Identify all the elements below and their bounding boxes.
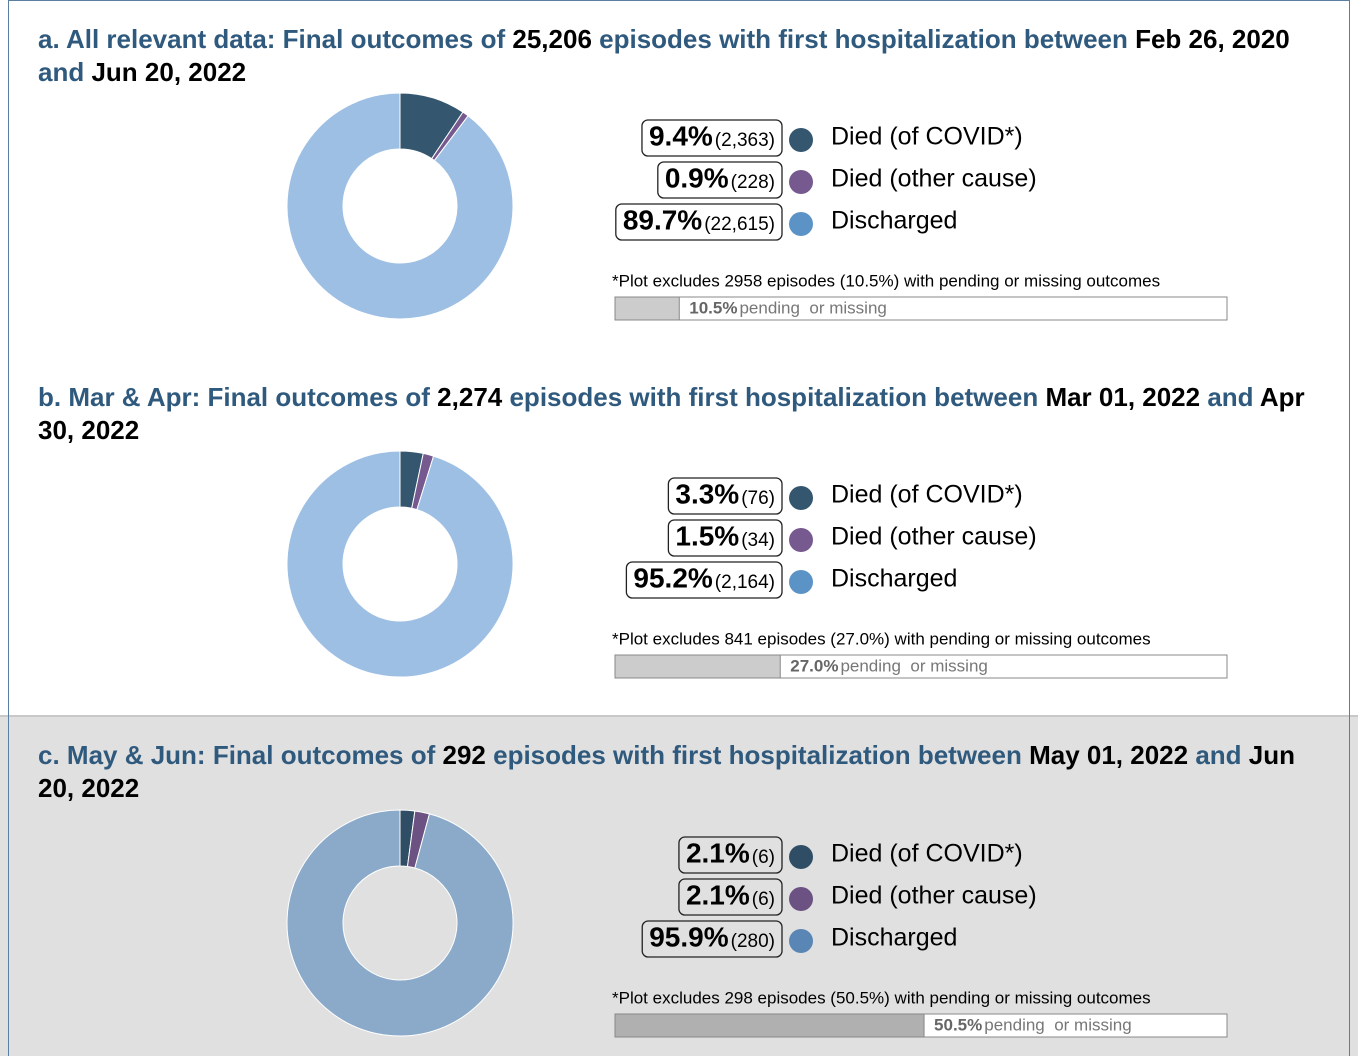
pending-bar	[614, 1013, 925, 1038]
section-chart: (76)3.3% Died (of COVID*) (34)1.5% Died (ot…	[286, 450, 1228, 679]
legend-dot	[789, 929, 813, 953]
legend-count: (22,615)	[704, 214, 775, 235]
legend-count: (34)	[741, 530, 775, 551]
section: c. May & Jun: Final outcomes of 292 epis…	[0, 715, 1358, 1056]
note: *Plot excludes 298 episodes (50.5%) with…	[612, 988, 1151, 1007]
legend-dot	[789, 887, 813, 911]
legend-label: Died (other cause)	[831, 882, 1037, 910]
section: a. All relevant data: Final outcomes of …	[0, 0, 1358, 358]
pending-text: pending or missing	[840, 656, 987, 675]
legend-percent: 95.2%	[633, 562, 712, 593]
legend-dot	[789, 845, 813, 869]
legend-label: Died (of COVID*)	[831, 123, 1023, 151]
legend-label: Died (of COVID*)	[831, 481, 1023, 509]
pending-text: pending or missing	[984, 1015, 1131, 1034]
donut-slice	[286, 450, 514, 678]
legend-percent: 3.3%	[675, 478, 739, 509]
legend-percent: 1.5%	[675, 520, 739, 551]
legend-percent: 2.1%	[686, 837, 750, 868]
legend-label: Discharged	[831, 565, 957, 593]
legend-count: (6)	[752, 847, 775, 868]
legend-dot	[789, 486, 813, 510]
legend-percent: 2.1%	[686, 879, 750, 910]
legend-label: Discharged	[831, 207, 957, 235]
donut-slice	[286, 809, 514, 1037]
legend-label: Died (other cause)	[831, 523, 1037, 551]
section-chart: (6)2.1% Died (of COVID*) (6)2.1% Died (othe…	[286, 809, 1228, 1038]
legend-percent: 9.4%	[649, 120, 713, 151]
legend-dot	[789, 170, 813, 194]
legend-percent: 95.9%	[649, 921, 728, 952]
legend-dot	[789, 570, 813, 594]
legend-percent: 0.9%	[665, 162, 729, 193]
legend-count: (76)	[741, 488, 775, 509]
section: b. Mar & Apr: Final outcomes of 2,274 ep…	[0, 358, 1358, 715]
legend-count: (280)	[731, 931, 775, 952]
legend-label: Died (other cause)	[831, 165, 1037, 193]
legend-dot	[789, 128, 813, 152]
legend-percent: 89.7%	[623, 204, 702, 235]
legend-dot	[789, 212, 813, 236]
note: *Plot excludes 2958 episodes (10.5%) wit…	[612, 271, 1160, 290]
pending-percent: 50.5%	[934, 1015, 982, 1034]
section-chart: (2,363)9.4% Died (of COVID*) (228)0.9% Died…	[286, 92, 1228, 321]
legend-count: (2,363)	[715, 130, 775, 151]
legend-label: Discharged	[831, 924, 957, 952]
note: *Plot excludes 841 episodes (27.0%) with…	[612, 629, 1151, 648]
legend-count: (6)	[752, 889, 775, 910]
donut-slice	[286, 92, 514, 320]
pending-percent: 10.5%	[689, 298, 737, 317]
pending-bar	[614, 296, 680, 321]
legend-dot	[789, 528, 813, 552]
pending-text: pending or missing	[739, 298, 886, 317]
legend-count: (2,164)	[715, 572, 775, 593]
pending-percent: 27.0%	[790, 656, 838, 675]
legend-label: Died (of COVID*)	[831, 840, 1023, 868]
legend-count: (228)	[731, 172, 775, 193]
pending-bar	[614, 654, 781, 679]
